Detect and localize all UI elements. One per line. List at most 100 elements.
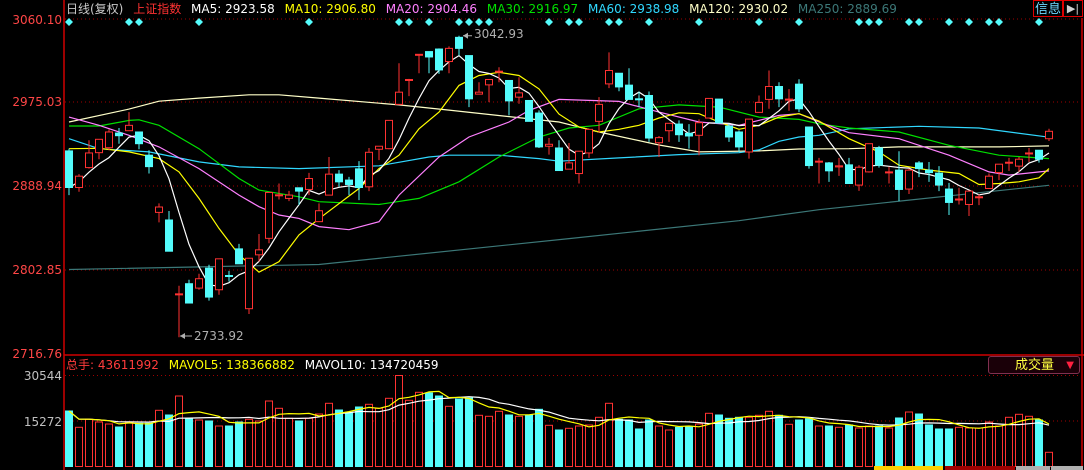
ma60-legend: MA60: 2938.98 <box>587 2 680 16</box>
bottom-tab[interactable] <box>1051 466 1083 470</box>
volume-bar-down <box>875 425 883 468</box>
period-label[interactable]: 日线(复权) <box>66 2 124 16</box>
volume-bar-up <box>815 425 823 468</box>
candle-up <box>75 175 83 189</box>
candle-down <box>925 169 933 174</box>
volume-bar-up <box>215 425 223 468</box>
price-tick-label: 3060.10 <box>12 13 62 27</box>
volume-bar-up <box>835 426 843 468</box>
arrow-left-icon <box>463 32 468 39</box>
candle-down <box>435 48 443 71</box>
bottom-tab[interactable] <box>945 466 1015 470</box>
candle-up <box>475 91 483 95</box>
candle-down <box>805 126 813 167</box>
volume-bar-up <box>905 411 913 468</box>
info-button[interactable]: 信息 <box>1033 0 1063 17</box>
volume-bar-up <box>265 400 273 468</box>
signal-diamond-icon <box>875 18 883 26</box>
volume-bar-down <box>715 414 723 467</box>
candle-down <box>65 150 73 189</box>
candle-up <box>385 119 393 150</box>
candle-up <box>495 70 503 73</box>
candle-down <box>895 169 903 190</box>
candle-up <box>415 53 423 56</box>
candle-down <box>505 79 513 102</box>
volume-bar-down <box>795 419 803 468</box>
candle-up <box>305 178 313 190</box>
candle-up <box>855 166 863 186</box>
candle-up <box>995 163 1003 174</box>
chart-header: 日线(复权) 上证指数 MA5: 2923.58 MA10: 2906.80 M… <box>66 2 903 16</box>
arrow-left-icon <box>180 333 185 339</box>
volume-bar-down <box>425 392 433 467</box>
volume-bar-up <box>445 405 453 467</box>
ma30-line <box>69 104 1050 206</box>
candle-down <box>525 99 533 122</box>
signal-diamond-icon <box>575 18 583 26</box>
candle-up <box>1045 130 1053 140</box>
ma120-legend: MA120: 2930.02 <box>689 2 789 16</box>
volume-bar-down <box>115 426 123 467</box>
candle-down <box>135 131 143 145</box>
volume-bar-up <box>245 418 253 467</box>
candle-down <box>685 132 693 137</box>
candle-down <box>295 187 303 192</box>
volume-bar-up <box>485 415 493 467</box>
candle-up <box>365 151 373 188</box>
volume-bar-up <box>305 417 313 467</box>
volume-bar-down <box>205 420 213 467</box>
volume-bar-up <box>545 424 553 468</box>
volume-bar-up <box>325 402 333 468</box>
candle-up <box>965 190 973 205</box>
candle-up <box>595 103 603 122</box>
indicator-dropdown[interactable]: 成交量 ▼ <box>988 356 1080 374</box>
signal-diamond-icon <box>905 18 913 26</box>
volume-bar-down <box>775 414 783 468</box>
volume-bar-up <box>285 417 293 467</box>
candle-up <box>85 152 93 169</box>
candle-down <box>635 98 643 101</box>
candle-up <box>1005 161 1013 164</box>
candle-down <box>945 188 953 203</box>
ma10-legend: MA10: 2906.80 <box>284 2 376 16</box>
volume-bar-down <box>165 414 173 467</box>
signal-diamond-icon <box>195 18 203 26</box>
signal-diamond-icon <box>985 18 993 26</box>
candle-up <box>485 78 493 86</box>
bottom-tab[interactable] <box>874 466 943 470</box>
ma250-legend: MA250: 2889.69 <box>797 2 897 16</box>
volume-tick-label: 30544 <box>23 369 62 383</box>
candle-up <box>275 194 283 197</box>
ma5-legend: MA5: 2923.58 <box>191 2 275 16</box>
volume-bar-up <box>755 414 763 468</box>
collapse-arrow-button[interactable]: ▶| <box>1063 0 1083 17</box>
candle-up <box>375 145 383 150</box>
volume-bar-up <box>855 427 863 468</box>
volume-bar-down <box>535 408 543 468</box>
high-price-annotation: 3042.93 <box>474 27 524 41</box>
volume-bar-down <box>915 413 923 468</box>
signal-diamond-icon <box>695 18 703 26</box>
candle-up <box>585 128 593 154</box>
volume-bar-up <box>605 402 613 468</box>
signal-diamond-icon <box>965 18 973 26</box>
volume-bar-down <box>465 397 473 467</box>
candle-up <box>865 143 873 173</box>
volume-bar-up <box>765 410 773 468</box>
signal-diamond-icon <box>855 18 863 26</box>
bottom-tab[interactable] <box>1016 466 1050 470</box>
volume-bar-up <box>975 427 983 468</box>
signal-diamond-icon <box>465 18 473 26</box>
candle-down <box>845 164 853 185</box>
candle-up <box>575 150 583 175</box>
candle-up <box>1015 158 1023 167</box>
volume-bar-down <box>525 414 533 467</box>
volume-bar-down <box>135 422 143 468</box>
candle-down <box>335 173 343 183</box>
volume-bar-up <box>995 425 1003 468</box>
candle-down <box>715 98 723 124</box>
mavol5-legend: MAVOL5: 138366882 <box>168 358 295 372</box>
candle-up <box>245 257 253 310</box>
candle-down <box>795 83 803 110</box>
